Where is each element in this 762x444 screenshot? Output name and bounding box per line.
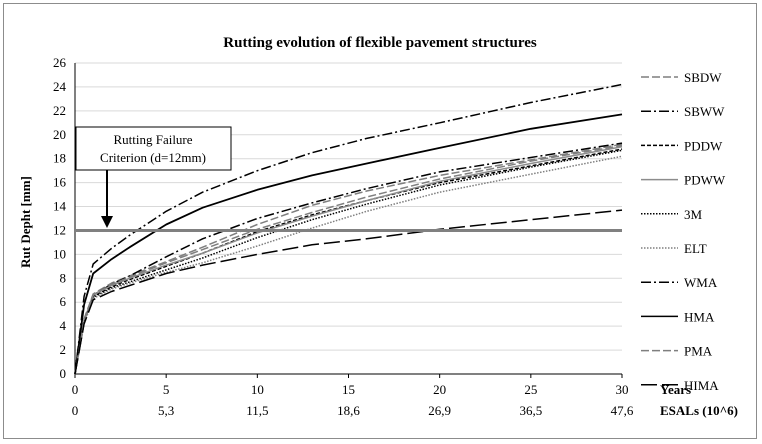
y-tick-label: 14 <box>53 199 67 214</box>
x-tick-label-years: 30 <box>616 382 629 397</box>
y-tick-label: 26 <box>53 55 67 70</box>
series-line-sbdw <box>74 143 623 375</box>
y-tick-label: 18 <box>53 151 66 166</box>
y-tick-label: 12 <box>53 222 66 237</box>
legend-label-pdww: PDWW <box>684 173 726 188</box>
y-tick-label: 6 <box>60 294 67 309</box>
y-axis-label: Rut Depht [mm] <box>18 176 33 268</box>
series-line-wma <box>74 83 623 375</box>
series-lines <box>74 83 623 375</box>
annotation-line1: Rutting Failure <box>113 132 192 147</box>
x-tick-label-esals: 0 <box>72 403 79 418</box>
legend-label-sbdw: SBDW <box>684 70 722 85</box>
x-tick-label-esals: 36,5 <box>519 403 542 418</box>
legend-label-pddw: PDDW <box>684 138 723 153</box>
annotation-line2: Criterion (d=12mm) <box>100 150 206 165</box>
x-tick-label-esals: 47,6 <box>611 403 634 418</box>
annotation-box: Rutting Failure Criterion (d=12mm) <box>75 126 232 228</box>
series-line-pdww <box>74 145 623 375</box>
x-tick-label-esals: 11,5 <box>246 403 268 418</box>
x-tick-label-esals: 26,9 <box>428 403 451 418</box>
x-axis-label-years: Years <box>660 382 691 397</box>
legend: SBDW SBWW PDDW PDWW 3M ELT WMA HMA PMA HIMA <box>641 70 726 393</box>
chart-frame <box>3 3 757 439</box>
y-tick-label: 20 <box>53 127 66 142</box>
legend-label-hma: HMA <box>684 309 715 324</box>
y-tick-label: 10 <box>53 246 66 261</box>
legend-label-sbww: SBWW <box>684 104 725 119</box>
y-tick-label: 8 <box>60 270 67 285</box>
annotation-arrow-head-icon <box>101 216 113 228</box>
x-tick-label-years: 15 <box>342 382 355 397</box>
x-axis-label-esals: ESALs (10^6) <box>660 403 738 418</box>
series-line-sbww <box>74 142 623 375</box>
x-tick-label-years: 20 <box>433 382 446 397</box>
legend-label-3m: 3M <box>684 207 703 222</box>
series-line-hma <box>74 113 623 375</box>
x-tick-label-years: 10 <box>251 382 264 397</box>
series-line-hima <box>74 209 623 375</box>
axes <box>74 63 623 378</box>
x-tick-label-esals: 18,6 <box>337 403 360 418</box>
gridlines <box>75 62 622 351</box>
legend-label-elt: ELT <box>684 241 707 256</box>
x-tick-label-years: 5 <box>163 382 170 397</box>
y-tick-label: 4 <box>60 318 67 333</box>
x-tick-label-esals: 5,3 <box>158 403 174 418</box>
x-tick-label-years: 0 <box>72 382 79 397</box>
y-tick-label: 16 <box>53 175 67 190</box>
series-line-elt <box>74 155 623 375</box>
series-line-pma <box>74 144 623 375</box>
legend-label-hima: HIMA <box>684 378 719 393</box>
y-tick-label: 0 <box>60 366 67 381</box>
series-line-3m <box>74 149 623 375</box>
legend-label-pma: PMA <box>684 344 713 359</box>
y-tick-label: 2 <box>60 342 67 357</box>
y-tick-label: 22 <box>53 103 66 118</box>
annotation-frame <box>75 126 232 171</box>
chart-title: Rutting evolution of flexible pavement s… <box>223 35 537 51</box>
tick-labels: 024681012141618202224260055,31011,51518,… <box>53 55 634 418</box>
y-tick-label: 24 <box>53 79 67 94</box>
legend-label-wma: WMA <box>684 275 718 290</box>
x-tick-label-years: 25 <box>524 382 537 397</box>
